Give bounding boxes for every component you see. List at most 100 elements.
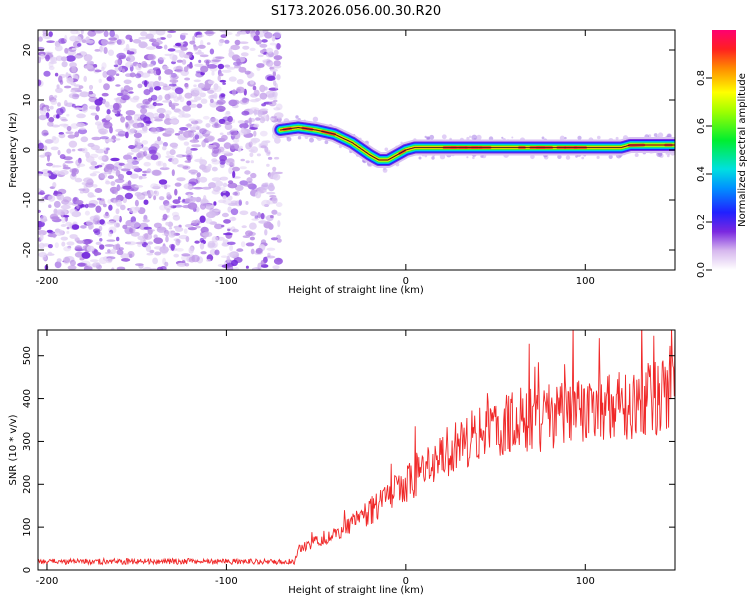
noise-blob [218,41,223,47]
noise-blob [179,50,186,58]
noise-blob [188,178,199,185]
noise-blob [184,92,193,99]
noise-blob [239,123,249,129]
ridge-halo-dot [466,156,469,159]
noise-blob [129,128,137,134]
noise-blob [107,249,111,253]
noise-blob [115,208,120,215]
noise-blob [184,77,191,81]
noise-blob [255,117,261,121]
noise-blob [60,236,68,241]
noise-blob [105,257,113,264]
noise-blob [77,128,88,135]
ridge-halo-dot [557,154,562,159]
noise-blob [249,236,255,241]
noise-blob [143,89,151,96]
noise-blob [200,98,208,104]
noise-blob [209,31,216,35]
noise-blob [169,92,177,99]
noise-blob [165,127,175,135]
spectrogram-y-tick-label: -20 [22,242,33,258]
noise-blob [94,30,104,34]
noise-blob [230,208,239,216]
noise-blob [168,227,173,230]
snr-panel: -200 -100 0 100 0 100 200 300 400 500 Height of s… [8,329,676,596]
noise-blob [56,258,62,263]
noise-blob [215,105,226,112]
noise-blob [271,35,276,42]
ridge-halo-dot [608,154,613,159]
noise-blob [259,43,268,48]
noise-blob [154,190,160,197]
noise-blob [176,59,183,63]
noise-blob [90,144,101,151]
ridge-halo-dot [424,135,427,139]
noise-blob [261,39,268,43]
noise-blob [240,241,246,248]
noise-blob [186,146,191,154]
noise-blob [222,195,227,200]
noise-blob [267,184,275,192]
noise-blob [126,50,131,54]
noise-blob [272,91,278,98]
noise-blob [143,199,149,205]
noise-blob [50,56,58,63]
noise-blob [116,39,122,45]
noise-blob [74,177,83,183]
noise-blob [107,232,113,237]
noise-blob [236,79,244,85]
noise-blob [173,253,179,258]
noise-blob [180,32,189,36]
noise-blob [234,39,241,46]
ridge-halo-dot [469,135,472,138]
noise-blob [265,149,271,156]
noise-blob [251,72,255,77]
noise-blob [274,137,281,144]
noise-blob [261,199,271,207]
noise-blob [222,232,233,236]
noise-blob [66,241,75,246]
noise-blob [234,190,241,197]
noise-blob [62,196,72,203]
noise-blob [79,257,85,261]
noise-blob [174,133,180,136]
ridge-halo-dot [429,134,435,140]
noise-blob [39,190,45,196]
noise-blob [245,201,249,205]
noise-blob [158,75,162,81]
noise-blob [147,104,156,110]
noise-blob [132,39,142,44]
noise-blob [211,236,219,243]
noise-blob [239,31,247,35]
noise-blob [220,34,227,38]
ridge-halo-dot [501,136,504,139]
noise-blob [128,145,136,149]
noise-blob [224,123,233,130]
noise-blob [48,163,53,167]
noise-blob [151,169,162,176]
noise-blob [112,244,120,251]
noise-blob [49,105,54,110]
noise-blob [224,39,230,44]
noise-blob [140,105,150,109]
noise-blob [214,249,220,256]
noise-blob [178,130,184,134]
noise-blob [233,266,240,270]
noise-blob [260,239,267,246]
noise-blob [200,251,207,255]
noise-blob [225,265,234,270]
noise-blob [165,221,169,226]
noise-blob [222,198,232,205]
noise-blob [134,206,141,211]
noise-blob [208,182,217,189]
noise-blob [261,182,269,191]
noise-blob [260,259,266,266]
noise-blob [101,44,105,50]
snr-axes: -200 -100 0 100 0 100 200 300 400 500 [22,330,675,587]
noise-blob [188,118,196,122]
noise-blob [202,115,210,120]
snr-series-line [38,330,675,566]
noise-blob [162,85,172,91]
noise-blob [142,173,147,177]
noise-blob [272,196,278,204]
